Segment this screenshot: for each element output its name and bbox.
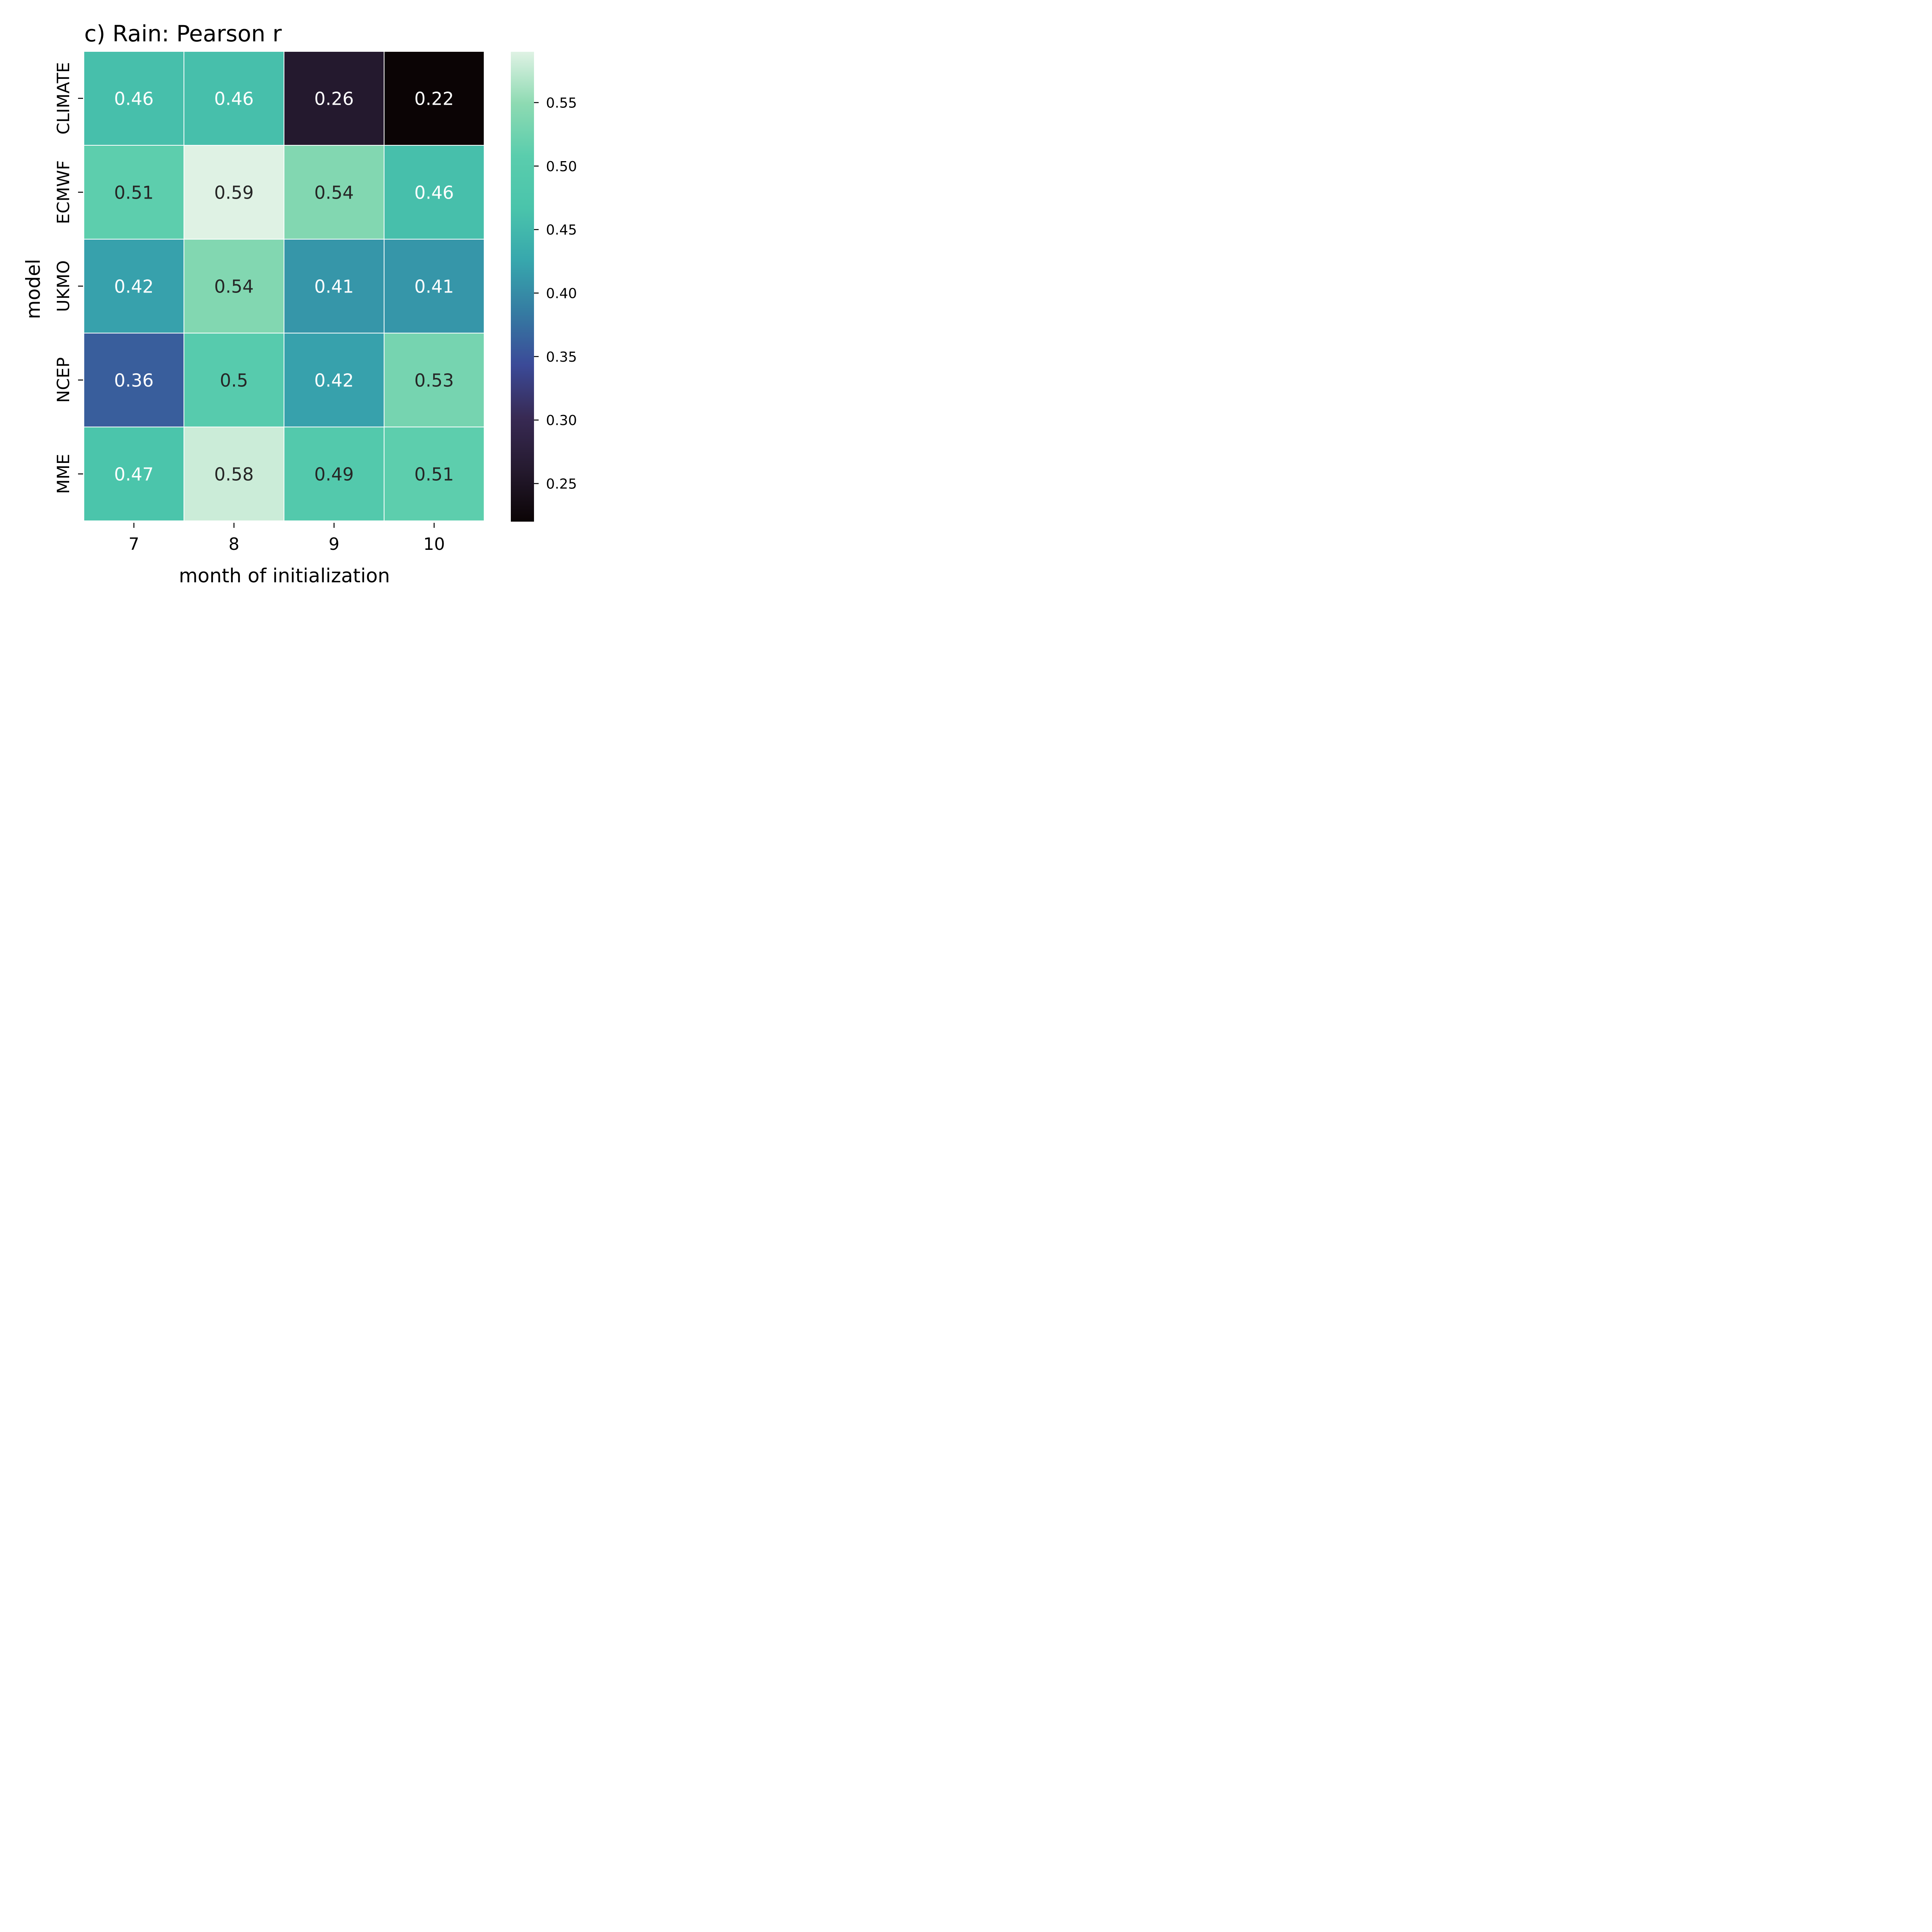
- colorbar-tick-label: 0.30: [546, 413, 577, 429]
- y-tick-label: CLIMATE: [54, 62, 73, 135]
- colorbar-tick-label: 0.50: [546, 159, 577, 175]
- x-axis-label: month of initialization: [179, 565, 390, 587]
- y-tick-label: MME: [54, 454, 73, 494]
- y-tick-label: ECMWF: [54, 160, 73, 224]
- chart-title: c) Rain: Pearson r: [84, 20, 282, 47]
- cell-value-label: 0.58: [214, 464, 253, 485]
- cell-value-label: 0.46: [114, 88, 153, 109]
- cell-value-label: 0.59: [214, 182, 253, 203]
- heatmap-cell: [184, 52, 284, 145]
- heatmap-cell: [284, 427, 384, 520]
- heatmap-cell: [84, 333, 184, 427]
- x-tick-label: 9: [329, 534, 340, 554]
- cell-value-label: 0.47: [114, 464, 153, 485]
- heatmap-cell: [284, 333, 384, 427]
- cell-value-label: 0.53: [414, 370, 454, 391]
- heatmap-cell: [184, 427, 284, 520]
- y-axis: CLIMATE ECMWF UKMO NCEP MME: [54, 62, 83, 494]
- heatmap-cell: [84, 240, 184, 333]
- cell-value-label: 0.46: [414, 182, 454, 203]
- heatmap-cell: [284, 240, 384, 333]
- cell-value-label: 0.41: [414, 276, 454, 297]
- colorbar-tick-label: 0.45: [546, 222, 577, 238]
- y-tick-label: NCEP: [54, 357, 73, 403]
- heatmap-cell: [184, 146, 284, 239]
- heatmap-cell: [84, 427, 184, 520]
- cell-value-label: 0.46: [214, 88, 253, 109]
- cell-value-label: 0.36: [114, 370, 153, 391]
- cell-value-label: 0.41: [314, 276, 354, 297]
- y-tick-label: UKMO: [54, 260, 73, 312]
- heatmap-cell: [384, 240, 484, 333]
- x-tick-label: 8: [229, 534, 240, 554]
- heatmap-cell: [284, 146, 384, 239]
- cell-value-label: 0.51: [414, 464, 454, 485]
- x-tick-label: 10: [423, 534, 445, 554]
- cell-value-label: 0.51: [114, 182, 153, 203]
- heatmap-cell: [384, 333, 484, 427]
- colorbar-tick-label: 0.55: [546, 95, 577, 111]
- heatmap-cell: [384, 427, 484, 520]
- cell-value-label: 0.42: [314, 370, 354, 391]
- cell-value-label: 0.22: [414, 88, 454, 109]
- cell-value-label: 0.49: [314, 464, 354, 485]
- heatmap-cell: [184, 333, 284, 427]
- colorbar-gradient: [511, 52, 534, 522]
- heatmap-cell: [284, 52, 384, 145]
- heatmap-cell: [384, 52, 484, 145]
- cell-value-label: 0.5: [220, 370, 248, 391]
- y-axis-label: model: [22, 259, 44, 319]
- cell-value-label: 0.42: [114, 276, 153, 297]
- heatmap-cell: [84, 52, 184, 145]
- heatmap-chart: c) Rain: Pearson r 0.46 0.46 0.26 0.220.51 0…: [22, 20, 577, 587]
- colorbar-tick-label: 0.25: [546, 476, 577, 492]
- heatmap-cell: [84, 146, 184, 239]
- colorbar: 0.25 0.30 0.35 0.40 0.45 0.50 0.55: [511, 52, 577, 522]
- cell-value-label: 0.26: [314, 88, 354, 109]
- cell-value-label: 0.54: [314, 182, 354, 203]
- heatmap-cell: [184, 240, 284, 333]
- x-axis: 7 8 9 10: [129, 523, 445, 554]
- cell-value-label: 0.54: [214, 276, 253, 297]
- heatmap-cells: 0.46 0.46 0.26 0.22 0.51 0.59 0.54 0.46 0.42 0.54…: [84, 52, 484, 520]
- colorbar-tick-label: 0.35: [546, 349, 577, 365]
- x-tick-label: 7: [129, 534, 139, 554]
- colorbar-tick-label: 0.40: [546, 286, 577, 301]
- heatmap-cell: [384, 146, 484, 239]
